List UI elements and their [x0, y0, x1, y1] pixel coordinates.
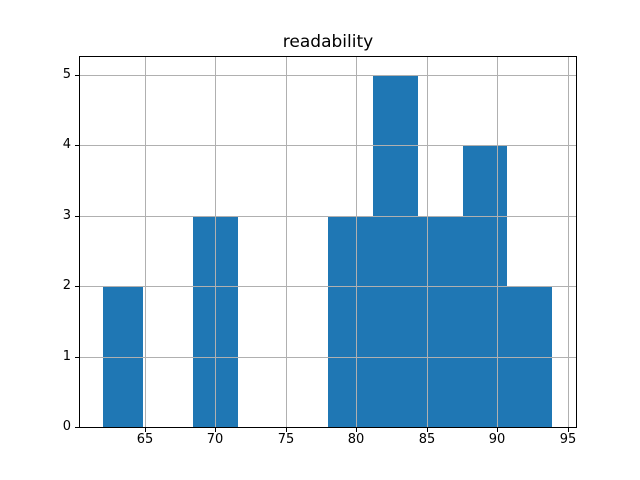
x-tick-label: 90	[488, 432, 506, 447]
y-gridline	[80, 357, 576, 358]
y-tick-mark	[75, 357, 79, 358]
y-tick-label: 4	[62, 137, 71, 152]
x-gridline	[356, 57, 357, 427]
x-tick-mark	[497, 428, 498, 432]
grid-layer	[80, 57, 576, 427]
y-tick-label: 0	[62, 419, 71, 434]
histogram-bar	[103, 286, 143, 427]
x-tick-label: 70	[206, 432, 224, 447]
x-tick-label: 75	[277, 432, 295, 447]
x-gridline	[286, 57, 287, 427]
x-tick-label: 65	[136, 432, 154, 447]
y-gridline	[80, 145, 576, 146]
histogram-bar	[418, 216, 463, 427]
y-tick-label: 1	[62, 349, 71, 364]
y-gridline	[80, 286, 576, 287]
y-gridline	[80, 216, 576, 217]
x-tick-label: 80	[347, 432, 365, 447]
x-gridline	[568, 57, 569, 427]
y-tick-mark	[75, 145, 79, 146]
y-tick-mark	[75, 427, 79, 428]
y-tick-mark	[75, 216, 79, 217]
x-tick-mark	[568, 428, 569, 432]
x-gridline	[497, 57, 498, 427]
plot-area	[80, 57, 576, 427]
x-tick-mark	[427, 428, 428, 432]
y-tick-mark	[75, 286, 79, 287]
x-tick-mark	[356, 428, 357, 432]
y-tick-label: 2	[62, 278, 71, 293]
y-tick-label: 3	[62, 208, 71, 223]
histogram-bar	[373, 75, 418, 427]
x-tick-label: 85	[418, 432, 436, 447]
x-gridline	[215, 57, 216, 427]
x-gridline	[145, 57, 146, 427]
histogram-bar	[507, 286, 552, 427]
y-tick-label: 5	[62, 67, 71, 82]
x-gridline	[427, 57, 428, 427]
y-tick-mark	[75, 75, 79, 76]
y-gridline	[80, 75, 576, 76]
chart-title: readability	[282, 32, 374, 52]
x-tick-mark	[286, 428, 287, 432]
bars-layer	[80, 57, 576, 427]
histogram-bar	[328, 216, 373, 427]
x-tick-mark	[215, 428, 216, 432]
x-tick-label: 95	[559, 432, 577, 447]
x-tick-mark	[145, 428, 146, 432]
